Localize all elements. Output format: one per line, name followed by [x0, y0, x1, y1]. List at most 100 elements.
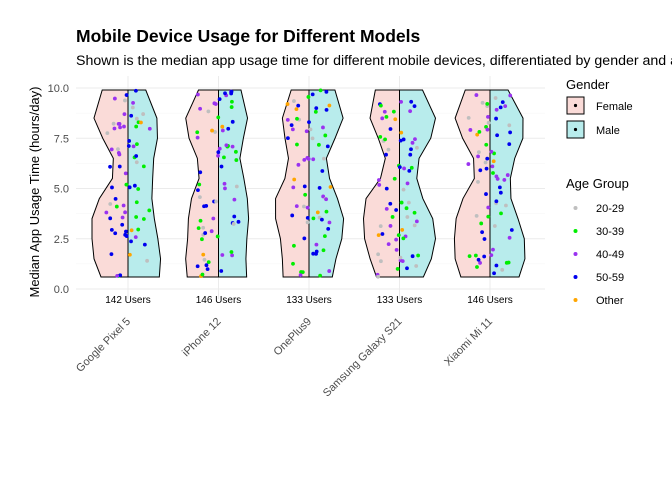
data-point — [401, 236, 406, 241]
age-legend-key — [573, 206, 578, 210]
data-point — [328, 185, 333, 189]
violin-female — [362, 89, 400, 278]
data-point — [314, 106, 319, 111]
data-point — [409, 165, 414, 170]
data-point — [291, 261, 295, 266]
data-point — [486, 205, 491, 210]
age-legend-key — [573, 252, 578, 256]
data-point — [398, 138, 403, 143]
data-point — [310, 92, 315, 97]
data-point — [285, 102, 290, 106]
data-point — [467, 254, 472, 259]
data-point — [322, 156, 326, 161]
data-point — [133, 88, 138, 93]
data-point — [302, 204, 306, 209]
violin-female — [91, 89, 129, 278]
data-point — [507, 123, 512, 128]
data-point — [484, 124, 488, 129]
data-point — [124, 182, 129, 187]
data-point — [147, 126, 152, 131]
data-point — [405, 215, 410, 219]
data-point — [324, 197, 329, 202]
data-point — [308, 127, 313, 132]
data-point — [392, 176, 397, 181]
y-axis-label: Median App Usage Time (hours/day) — [27, 87, 42, 298]
data-point — [326, 226, 331, 231]
data-point — [116, 121, 121, 126]
data-point — [129, 239, 133, 244]
data-point — [378, 224, 383, 229]
data-point — [503, 104, 508, 109]
data-point — [211, 216, 216, 221]
data-point — [130, 105, 135, 110]
data-point — [231, 222, 236, 226]
data-point — [480, 230, 485, 235]
data-point — [294, 107, 299, 111]
data-point — [285, 117, 290, 122]
data-point — [210, 128, 214, 133]
data-point — [305, 215, 310, 220]
data-point — [384, 114, 389, 119]
data-point — [131, 100, 135, 105]
data-point — [134, 124, 139, 129]
gender-legend-title: Gender — [566, 77, 610, 92]
data-point — [113, 231, 118, 236]
violin-male — [127, 89, 162, 278]
data-point — [327, 269, 332, 273]
data-point — [414, 264, 419, 268]
data-point — [378, 103, 383, 108]
data-point — [396, 233, 401, 238]
data-point — [104, 210, 109, 215]
data-point — [400, 228, 405, 232]
data-point — [105, 131, 110, 136]
age-legend-key — [573, 229, 578, 233]
data-point — [324, 89, 329, 94]
data-point — [289, 123, 294, 128]
data-point — [415, 145, 419, 150]
data-point — [305, 205, 310, 210]
data-point — [390, 215, 395, 219]
data-point — [324, 107, 329, 112]
data-point — [230, 253, 235, 258]
data-point — [298, 273, 303, 278]
data-point — [223, 186, 227, 191]
y-tick-label: 0.0 — [54, 284, 69, 296]
data-point — [479, 221, 484, 226]
gender-legend-key-dot — [573, 127, 578, 132]
data-point — [491, 247, 495, 252]
data-point — [384, 186, 389, 191]
data-point — [474, 214, 479, 218]
user-count-label: 146 Users — [196, 295, 242, 306]
data-point — [122, 124, 126, 129]
data-point — [316, 142, 321, 147]
data-point — [198, 106, 202, 111]
data-point — [197, 195, 202, 200]
user-count-labels: 142 Users 146 Users 133 Users 133 Users 146 … — [105, 295, 513, 306]
data-point — [290, 127, 295, 132]
data-point — [129, 113, 134, 118]
data-point — [489, 149, 494, 154]
data-point — [123, 98, 127, 103]
data-point — [222, 181, 227, 186]
data-point — [413, 137, 417, 142]
data-point — [196, 92, 200, 97]
data-point — [311, 251, 316, 256]
data-point — [292, 243, 296, 248]
y-tick-label: 2.5 — [54, 234, 69, 246]
data-point — [494, 263, 499, 268]
data-point — [399, 99, 403, 104]
data-point — [485, 156, 490, 161]
data-point — [234, 158, 239, 162]
y-tick-label: 5.0 — [54, 184, 69, 196]
data-point — [321, 125, 325, 130]
data-point — [110, 185, 114, 190]
data-point — [230, 144, 235, 149]
data-point — [489, 253, 494, 258]
data-point — [118, 273, 123, 278]
y-tick-label: 7.5 — [54, 133, 69, 145]
data-point — [494, 199, 499, 204]
data-point — [112, 96, 117, 101]
data-point — [498, 105, 503, 110]
age-legend-key — [573, 275, 578, 279]
y-tick-label: 10.0 — [48, 83, 69, 95]
